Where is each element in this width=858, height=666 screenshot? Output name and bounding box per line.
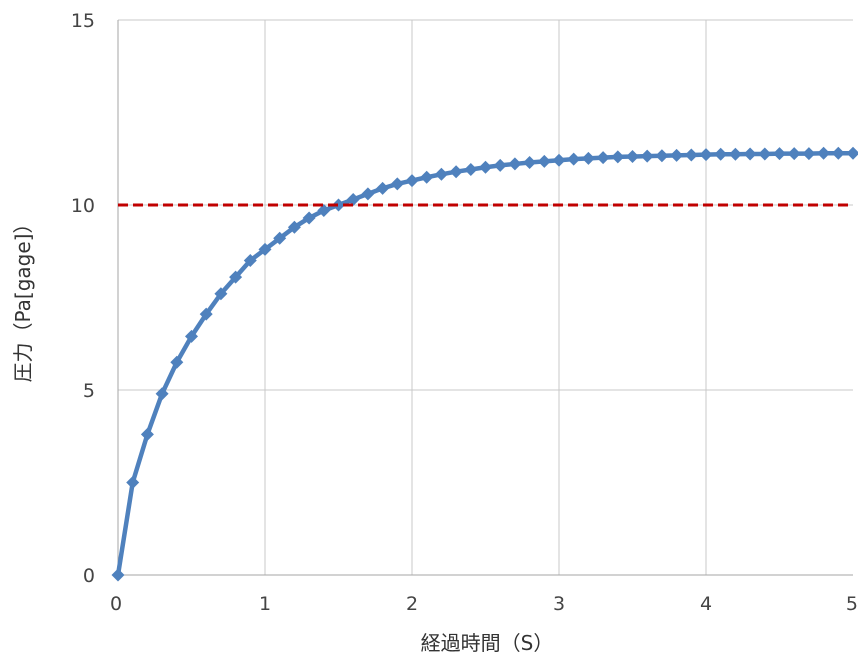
x-tick-label: 2 — [406, 593, 418, 615]
data-point — [214, 287, 228, 301]
data-point — [640, 149, 654, 163]
x-tick-label: 4 — [700, 593, 712, 615]
y-tick-label: 0 — [83, 565, 95, 587]
data-point — [714, 147, 728, 161]
data-point — [611, 150, 625, 164]
data-point — [317, 204, 331, 218]
data-point — [140, 427, 154, 441]
data-point — [537, 154, 551, 168]
x-tick-labels: 0 1 2 3 4 5 — [110, 593, 858, 615]
data-point — [449, 165, 463, 179]
data-point — [743, 147, 757, 161]
x-axis-title: 経過時間（S） — [421, 631, 554, 655]
y-tick-label: 10 — [71, 195, 95, 217]
data-point — [126, 476, 140, 489]
data-point — [273, 231, 287, 245]
data-point — [170, 355, 184, 369]
data-point — [699, 148, 713, 162]
data-point — [567, 152, 581, 166]
x-tick-label: 5 — [846, 593, 858, 615]
data-point — [287, 220, 301, 234]
data-point — [155, 387, 169, 401]
pressure-line — [115, 150, 856, 578]
y-axis-title: 圧力（Pa[gage]） — [11, 214, 35, 383]
data-point — [346, 192, 360, 206]
x-tick-label: 3 — [553, 593, 565, 615]
data-point — [508, 157, 522, 171]
data-point — [684, 148, 698, 162]
data-point — [552, 153, 566, 167]
data-point — [846, 146, 858, 160]
data-point — [655, 149, 669, 163]
data-point — [434, 167, 448, 181]
y-tick-label: 15 — [71, 10, 95, 32]
data-point — [464, 162, 478, 176]
data-point — [361, 187, 375, 201]
data-point — [302, 211, 316, 225]
y-tick-labels: 0 5 10 15 — [71, 10, 95, 587]
data-point — [670, 148, 684, 162]
plot-border — [117, 20, 853, 576]
y-tick-label: 5 — [83, 380, 95, 402]
x-tick-label: 0 — [110, 593, 122, 615]
data-point — [493, 158, 507, 172]
data-point — [787, 147, 801, 161]
data-point — [581, 151, 595, 165]
data-point — [773, 147, 786, 161]
data-point — [390, 177, 404, 191]
data-point — [405, 174, 419, 188]
data-point — [479, 160, 492, 174]
data-point — [817, 146, 831, 160]
x-tick-label: 1 — [259, 593, 271, 615]
data-point — [243, 254, 257, 267]
data-point — [758, 147, 772, 161]
series-layer — [111, 146, 858, 582]
data-point — [185, 329, 198, 343]
data-point — [376, 181, 390, 195]
data-point — [111, 568, 125, 582]
data-point — [332, 198, 345, 212]
data-point — [229, 270, 243, 284]
data-point — [596, 151, 610, 165]
data-point — [802, 147, 816, 161]
data-point — [258, 242, 272, 256]
data-point — [420, 170, 434, 184]
data-point — [523, 155, 537, 169]
data-point — [728, 147, 742, 161]
data-point — [626, 150, 639, 164]
data-point — [199, 307, 213, 321]
gridlines — [118, 19, 853, 575]
data-point — [831, 146, 845, 160]
